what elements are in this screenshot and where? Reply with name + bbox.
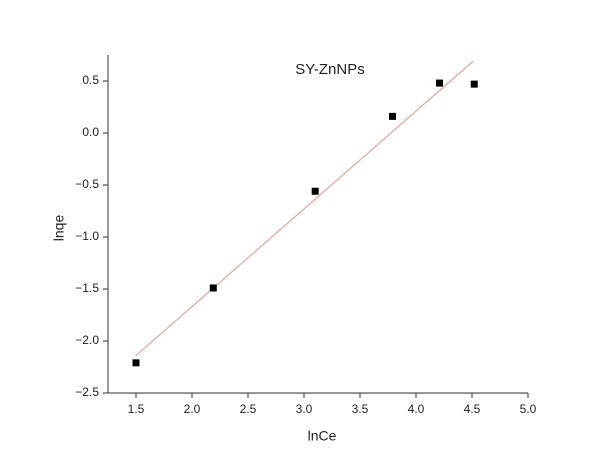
- y-tick-label: −1.5: [75, 281, 99, 295]
- x-tick-label: 4.0: [408, 402, 425, 416]
- x-tick-label: 2.5: [240, 402, 257, 416]
- x-tick-label: 3.0: [296, 402, 313, 416]
- y-tick-label: −2.5: [75, 385, 99, 399]
- data-point: [132, 359, 140, 367]
- fit-line: [135, 60, 474, 357]
- x-tick-label: 3.5: [352, 402, 369, 416]
- x-tick-label: 5.0: [520, 402, 537, 416]
- y-tick-label: −0.5: [75, 177, 99, 191]
- y-axis-label: lnqe: [51, 215, 67, 242]
- x-tick-label: 4.5: [464, 402, 481, 416]
- data-point: [470, 80, 478, 88]
- data-point: [209, 284, 217, 292]
- y-tick-label: 0.5: [82, 73, 99, 87]
- data-point: [436, 79, 444, 87]
- data-point: [388, 112, 396, 120]
- x-tick-label: 2.0: [184, 402, 201, 416]
- y-tick-label: −2.0: [75, 333, 99, 347]
- x-axis-label: lnCe: [308, 428, 337, 444]
- y-tick-label: 0.0: [82, 125, 99, 139]
- chart-title: SY-ZnNPs: [295, 61, 364, 78]
- data-point: [311, 187, 319, 195]
- y-tick-label: −1.0: [75, 229, 99, 243]
- x-tick-label: 1.5: [128, 402, 145, 416]
